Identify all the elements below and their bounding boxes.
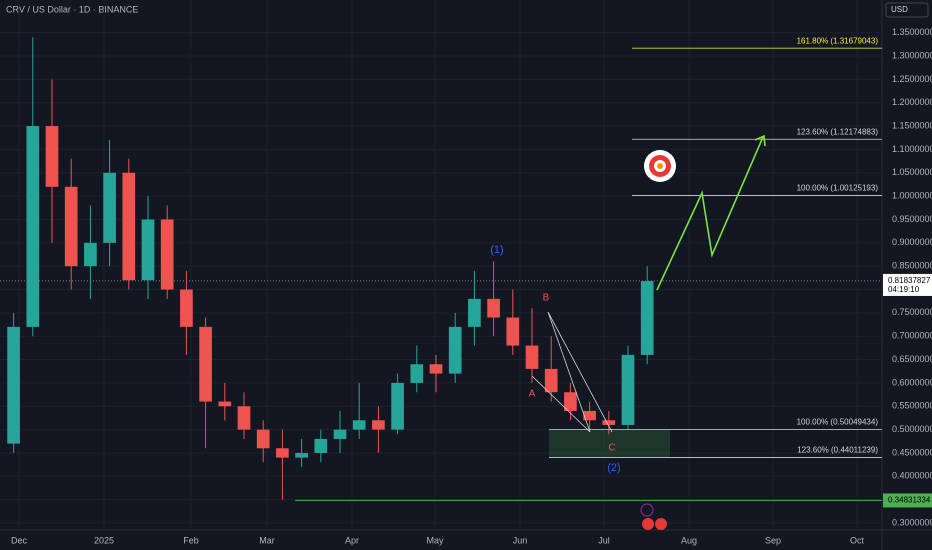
- candle-body: [84, 242, 97, 267]
- x-tick-label: Apr: [345, 535, 359, 545]
- currency-box: [885, 2, 929, 18]
- wave-label: (1): [490, 244, 503, 256]
- candle-body: [448, 326, 462, 374]
- candle-body: [468, 298, 481, 327]
- x-tick-label: Aug: [681, 535, 697, 545]
- wave-label: (2): [607, 462, 620, 474]
- candle-body: [429, 364, 443, 374]
- x-tick-label: Dec: [11, 535, 28, 545]
- y-tick-label: 1.15000000: [892, 120, 932, 130]
- candle-body: [295, 452, 308, 458]
- x-tick-label: Feb: [183, 535, 199, 545]
- chart-title: CRV / US Dollar · 1D · BINANCE: [6, 4, 138, 14]
- candle-body: [122, 172, 136, 281]
- wedge: [531, 311, 613, 433]
- x-tick-label: Mar: [259, 535, 275, 545]
- candle-body: [352, 420, 366, 430]
- candle-body: [544, 368, 558, 393]
- y-tick-label: 0.75000000: [892, 307, 932, 317]
- candle-body: [525, 345, 539, 369]
- candle-body: [391, 382, 404, 430]
- candle-body: [410, 364, 424, 383]
- fib-label: 100.00% (1.00125193): [797, 184, 879, 193]
- candle-body: [160, 219, 174, 290]
- candle-body: [26, 126, 40, 327]
- candle-body: [64, 186, 78, 267]
- candle-body: [141, 219, 155, 281]
- x-tick-label: Jun: [513, 535, 528, 545]
- y-tick-label: 0.85000000: [892, 261, 932, 271]
- fib-label: 161.80% (1.31679043): [797, 36, 879, 45]
- candle-body: [640, 281, 654, 355]
- candle-body: [237, 406, 251, 430]
- candle-body: [199, 326, 212, 402]
- y-tick-label: 0.45000000: [892, 447, 932, 457]
- candle-body: [314, 438, 328, 453]
- currency: USD: [891, 5, 908, 14]
- buy-zone: [549, 429, 670, 458]
- support-tag: [883, 493, 932, 508]
- wave-label: C: [608, 443, 615, 454]
- y-tick-label: 1.05000000: [892, 167, 932, 177]
- y-tick-label: 1.30000000: [892, 50, 932, 60]
- y-tick-label: 1.10000000: [892, 144, 932, 154]
- y-tick-label: 0.95000000: [892, 214, 932, 224]
- support-label: 0.34831334: [888, 496, 931, 505]
- target-icon: [657, 163, 663, 169]
- candle-body: [583, 410, 596, 421]
- y-tick-label: 0.40000000: [892, 471, 932, 481]
- y-tick-label: 1.25000000: [892, 74, 932, 84]
- candle-body: [218, 401, 232, 407]
- candle-body: [256, 429, 270, 449]
- countdown: 04:19:10: [888, 285, 920, 294]
- candle-body: [45, 126, 59, 187]
- candle-body: [506, 317, 520, 346]
- x-tick-label: May: [426, 535, 444, 545]
- event-icon: [655, 518, 667, 530]
- candle-body: [564, 392, 577, 411]
- y-tick-label: 0.65000000: [892, 354, 932, 364]
- y-tick-label: 0.30000000: [892, 517, 932, 527]
- x-tick-label: Sep: [765, 535, 781, 545]
- event-icon: [640, 503, 654, 517]
- y-tick-label: 0.55000000: [892, 401, 932, 411]
- wave-label: A: [529, 389, 536, 400]
- fib-label: 123.60% (1.12174883): [797, 127, 879, 136]
- y-tick-label: 0.70000000: [892, 331, 932, 341]
- fib-label: 123.60% (0.44011239): [797, 446, 878, 455]
- candle-body: [487, 298, 500, 318]
- candle-body: [602, 420, 616, 425]
- candle-body: [372, 420, 385, 430]
- candle-body: [276, 448, 289, 458]
- y-tick-label: 0.60000000: [892, 377, 932, 387]
- candle-body: [180, 289, 193, 327]
- event-icon: [642, 518, 654, 530]
- y-tick-label: 1.35000000: [892, 27, 932, 37]
- y-tick-label: 1.00000000: [892, 190, 932, 200]
- candle-body: [333, 429, 347, 439]
- candle-body: [621, 354, 635, 425]
- projection-arrowhead: [754, 134, 766, 147]
- x-tick-label: Oct: [850, 535, 865, 545]
- last-price-label: 0.81837827: [888, 276, 931, 285]
- x-tick-label: Jul: [598, 535, 610, 545]
- y-tick-label: 0.90000000: [892, 237, 932, 247]
- projection-path: [656, 136, 764, 291]
- candle-body: [7, 326, 20, 444]
- last-price-tag: [883, 273, 932, 296]
- candle-body: [103, 172, 116, 243]
- wave-label: B: [543, 293, 550, 304]
- y-tick-label: 0.50000000: [892, 424, 932, 434]
- x-tick-label: 2025: [94, 535, 114, 545]
- fib-label: 100.00% (0.50049434): [797, 417, 879, 426]
- y-tick-label: 1.20000000: [892, 97, 932, 107]
